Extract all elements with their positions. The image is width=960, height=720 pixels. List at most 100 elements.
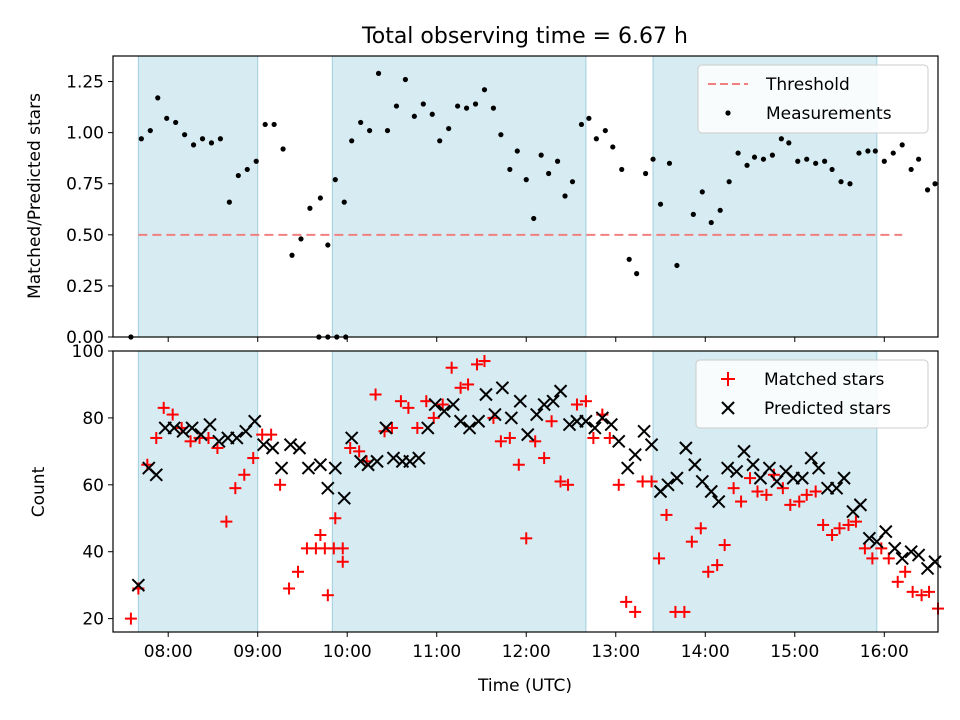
measurement-point	[332, 177, 338, 183]
measurement-point	[650, 156, 656, 162]
matched-star-point	[570, 398, 583, 411]
predicted-star-point	[553, 384, 568, 398]
measurement-point	[208, 140, 215, 146]
top-legend: Threshold Measurements	[697, 64, 929, 134]
measurement-point	[674, 262, 680, 269]
measurement-point	[699, 189, 705, 195]
top-axes-frame	[112, 55, 939, 338]
measurement-point	[690, 211, 696, 217]
measurement-point	[717, 207, 723, 213]
measurement-point	[666, 160, 673, 166]
measurement-point	[384, 127, 391, 134]
measurement-point	[908, 166, 914, 173]
measurement-point	[610, 144, 616, 150]
measurement-point	[881, 158, 887, 164]
predicted-star-point	[403, 454, 417, 469]
bottom-axes-frame	[112, 350, 939, 633]
matched-star-point	[842, 518, 855, 531]
predicted-star-point	[595, 411, 610, 425]
x-tick-label: 09:00	[233, 642, 282, 662]
predicted-star-point	[879, 524, 893, 539]
matched-star-point	[587, 431, 600, 444]
x-tick-label: 12:00	[502, 642, 551, 662]
matched-star-point	[545, 415, 558, 428]
measurement-point	[847, 181, 853, 187]
predicted-star-point	[428, 397, 442, 412]
top-y-axis-label: Matched/Predicted stars	[25, 93, 45, 299]
measurement-point	[751, 154, 758, 160]
matched-star-point	[760, 488, 773, 501]
matched-star-point	[562, 478, 575, 491]
predicted-star-point	[928, 555, 942, 569]
measurement-point	[899, 142, 905, 148]
matched-star-point	[124, 612, 137, 625]
bottom-legend: Matched stars Predicted stars	[695, 359, 929, 429]
measurement-point	[829, 166, 835, 173]
predicted-star-point	[479, 387, 493, 402]
measurement-point	[199, 136, 206, 142]
matched-star-point	[478, 355, 491, 368]
measurement-point	[420, 101, 426, 107]
predicted-star-point	[513, 394, 527, 408]
measurement-point	[217, 136, 224, 142]
matched-star-point	[793, 495, 806, 508]
predicted-star-point	[495, 381, 510, 395]
measurement-point	[546, 170, 552, 177]
predicted-star-point	[274, 461, 289, 475]
matched-star-point	[321, 589, 334, 602]
bottom-panel: 20 40 60 80 100 08:00 09:00 10:00 11:00 12:00 13:…	[29, 342, 944, 696]
matched-star-point	[866, 552, 879, 565]
top-y-tick-label: 0.50	[66, 226, 104, 246]
predicted-star-point	[149, 468, 163, 482]
predicted-star-point	[230, 431, 244, 445]
measurement-point	[262, 121, 268, 128]
top-y-tick-label: 0.75	[66, 175, 104, 195]
measurement-point	[393, 103, 400, 109]
measurement-point	[872, 148, 878, 154]
matched-star-point	[166, 408, 179, 421]
measurement-point	[358, 119, 364, 126]
predicted-star-point	[292, 441, 307, 455]
measurement-point	[924, 187, 931, 193]
measurement-point	[226, 199, 232, 205]
predicted-star-point	[829, 481, 844, 495]
matched-star-point	[394, 395, 407, 408]
legend-measurements-swatch	[725, 110, 731, 116]
predicted-star-point	[837, 471, 851, 485]
measurement-point	[932, 181, 938, 187]
predicted-star-point	[904, 545, 918, 559]
measurement-point	[562, 193, 568, 199]
matched-star-point	[538, 452, 551, 465]
predicted-star-point	[670, 471, 684, 485]
measurement-point	[341, 199, 347, 205]
top-observing-band	[331, 55, 587, 338]
matched-star-point	[653, 552, 666, 565]
matched-star-point	[454, 381, 467, 394]
bottom-y-tick-label: 100	[72, 342, 104, 362]
matched-star-point	[157, 401, 170, 414]
predicted-star-point	[729, 464, 744, 479]
predicted-star-point	[637, 424, 651, 438]
measurement-point	[472, 101, 479, 107]
matched-star-point	[817, 518, 830, 531]
measurement-point	[446, 125, 452, 132]
predicted-star-point	[862, 531, 877, 546]
measurement-point	[375, 70, 382, 76]
measurement-point	[593, 136, 599, 142]
matched-star-point	[238, 468, 251, 481]
measurement-point	[317, 195, 323, 201]
matched-star-point	[427, 411, 440, 424]
bottom-y-tick-label: 80	[82, 409, 104, 429]
matched-star-point	[150, 431, 163, 444]
measurement-point	[795, 158, 801, 164]
measurement-point	[744, 162, 750, 168]
predicted-star-point	[203, 417, 217, 432]
bottom-predicted-points	[131, 381, 942, 592]
measurement-point	[437, 138, 443, 144]
predicted-star-point	[446, 397, 460, 412]
predicted-star-point	[328, 461, 342, 475]
matched-star-point	[336, 542, 349, 555]
measurement-point	[463, 105, 470, 111]
x-tick-label: 10:00	[323, 642, 372, 662]
measurement-point	[778, 136, 784, 142]
